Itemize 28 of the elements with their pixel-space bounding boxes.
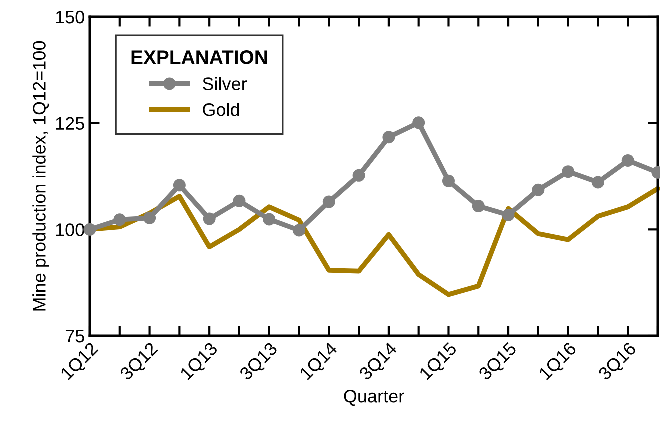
y-tick-label: 125 bbox=[56, 117, 84, 130]
point bbox=[84, 223, 96, 236]
legend-label: Gold bbox=[203, 103, 240, 116]
point bbox=[592, 176, 604, 189]
legend-title: EXPLANATION bbox=[132, 50, 268, 64]
point bbox=[502, 208, 515, 222]
point bbox=[203, 212, 216, 226]
point bbox=[532, 184, 545, 196]
point bbox=[173, 179, 186, 192]
point bbox=[233, 194, 246, 208]
point bbox=[562, 166, 575, 178]
point bbox=[442, 174, 455, 188]
point bbox=[622, 154, 634, 168]
point bbox=[263, 213, 276, 226]
point bbox=[352, 169, 366, 182]
legend-label: Silver bbox=[203, 77, 248, 90]
x-axis-title: Quarter bbox=[344, 390, 404, 406]
y-tick-label: 150 bbox=[56, 10, 84, 24]
point bbox=[322, 196, 336, 208]
point bbox=[144, 212, 156, 224]
y-tick-label: 100 bbox=[56, 224, 84, 236]
y-axis-title: Mine production index, 1Q12=100 bbox=[32, 41, 50, 311]
point bbox=[114, 214, 126, 226]
point bbox=[293, 224, 306, 237]
y-tick-label: 75 bbox=[66, 330, 84, 343]
point bbox=[412, 116, 426, 130]
point bbox=[382, 131, 396, 144]
point bbox=[472, 200, 485, 213]
